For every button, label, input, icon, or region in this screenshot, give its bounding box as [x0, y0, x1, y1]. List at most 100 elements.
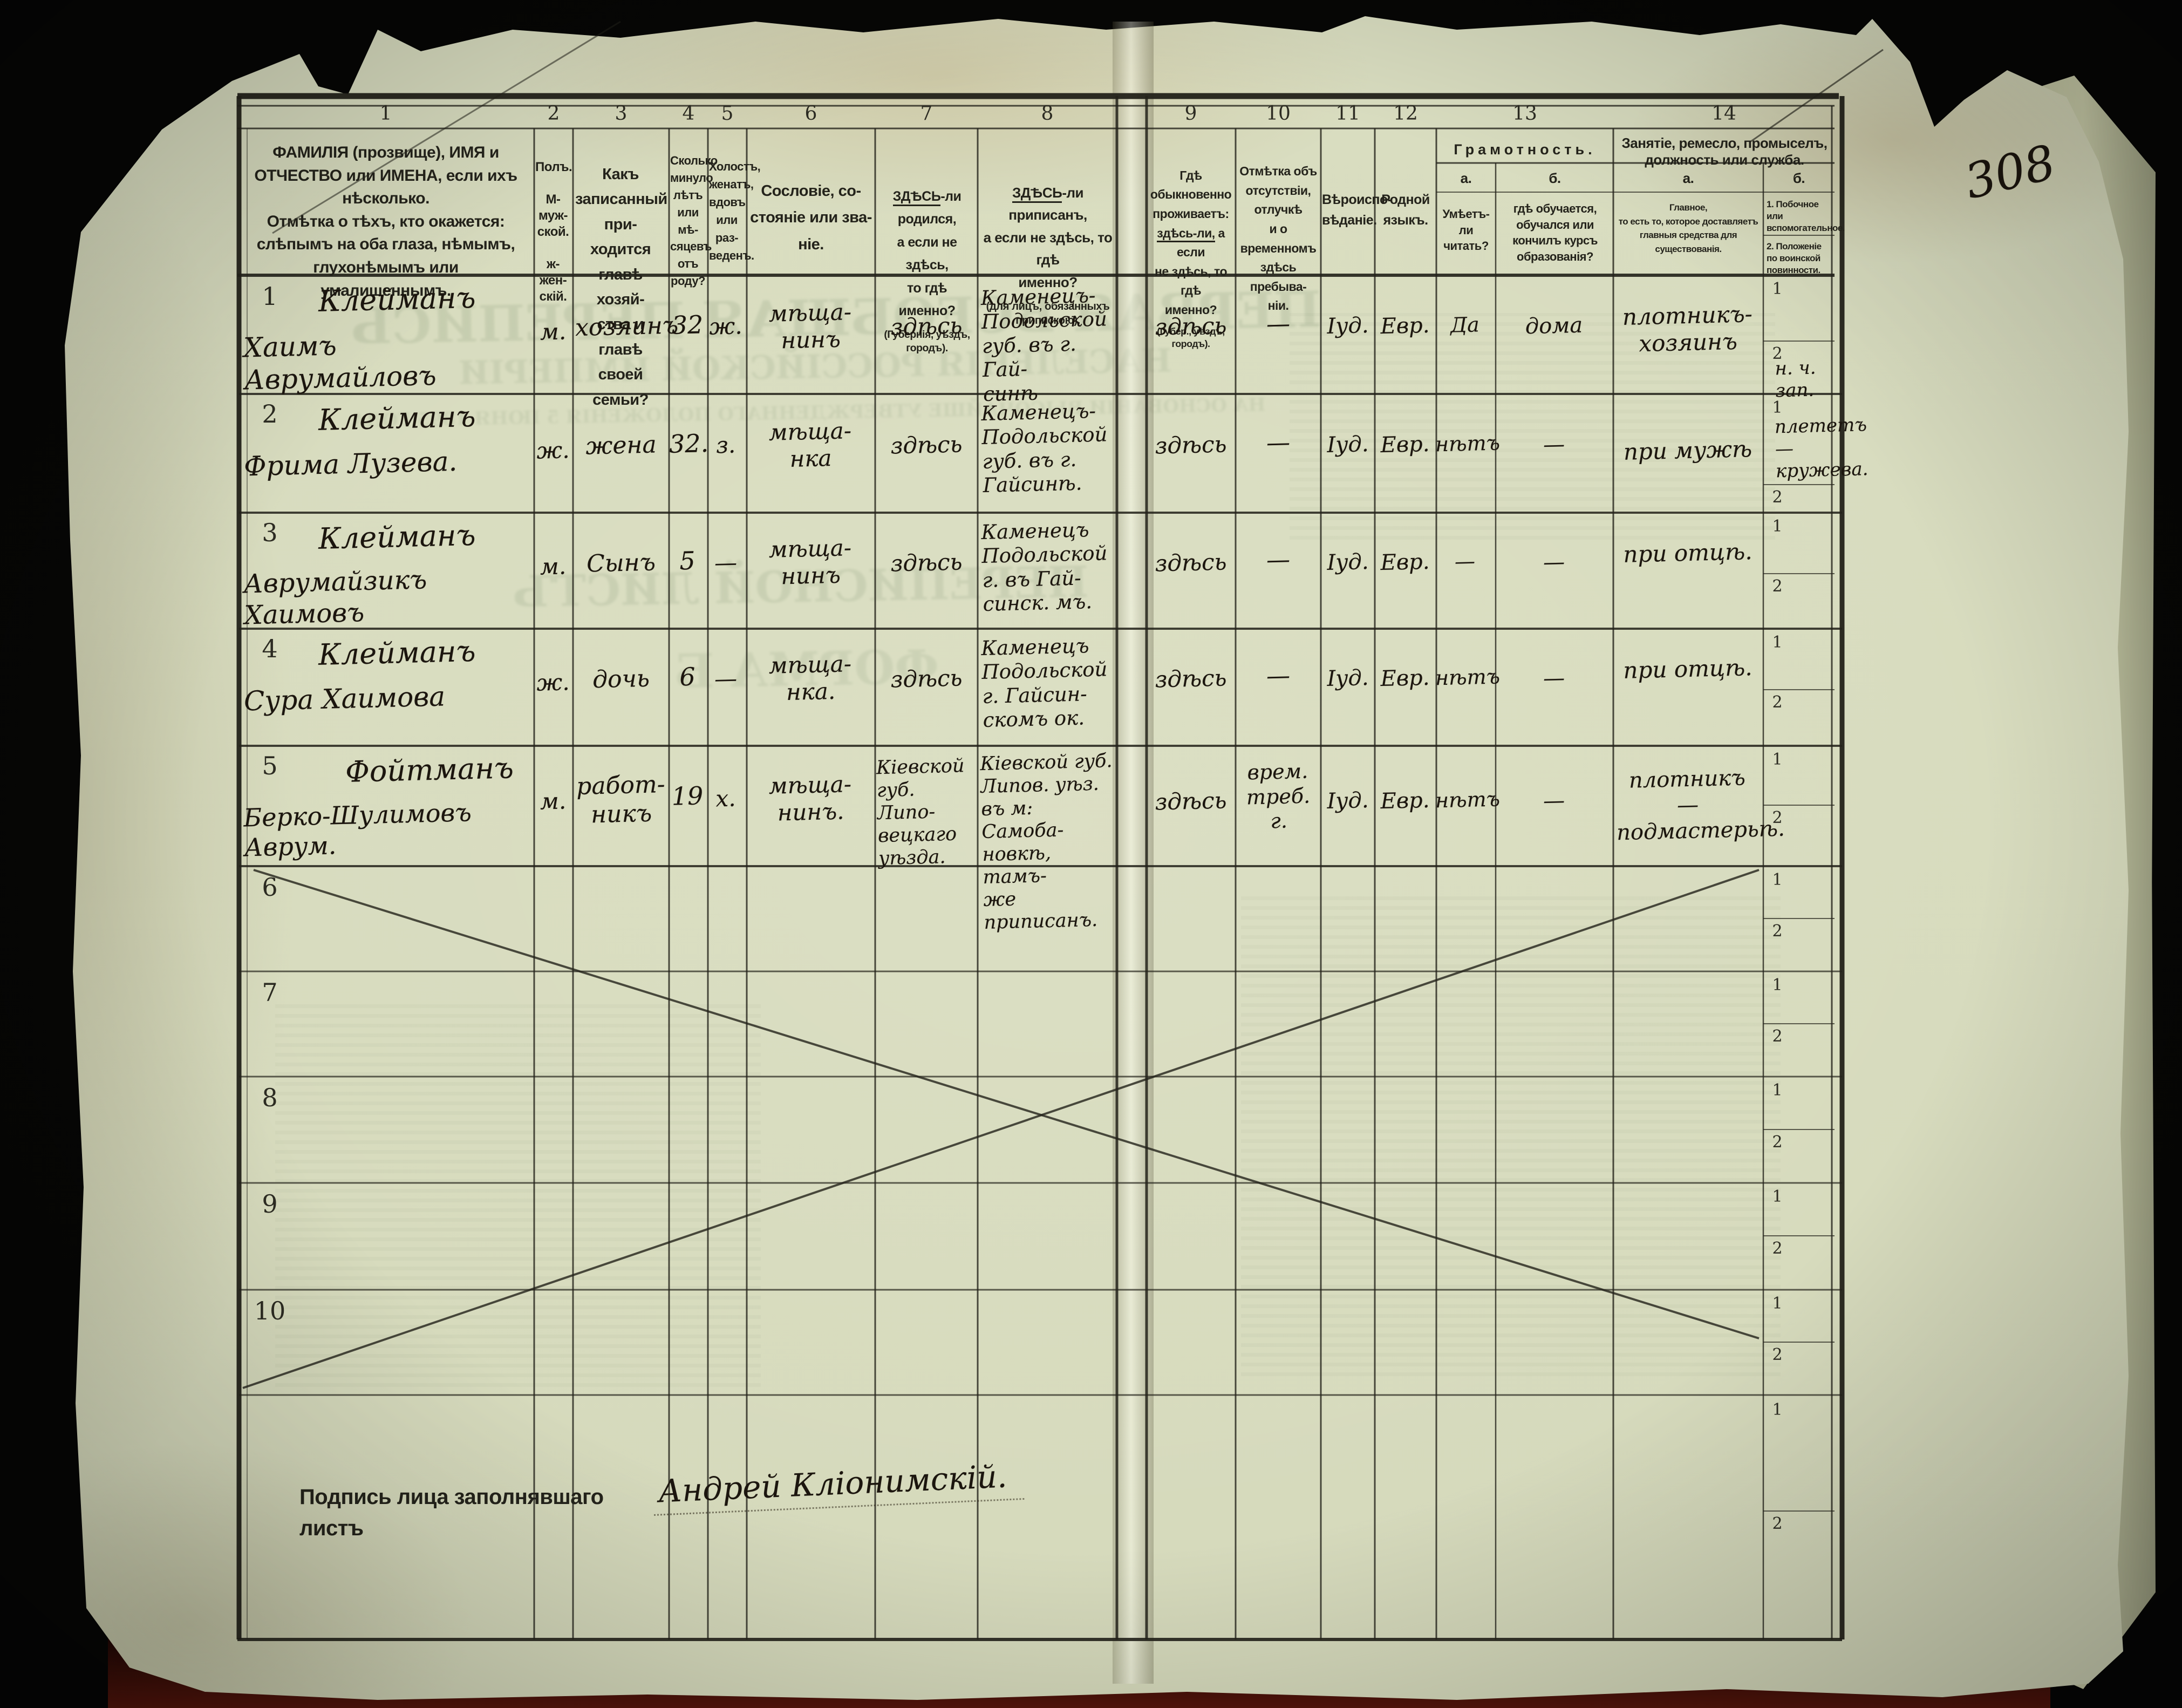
col-number-9: 9 — [1184, 103, 1197, 125]
cell-marital: х. — [715, 785, 737, 812]
underlined-word: ЗДѢСЬ — [892, 188, 941, 206]
cell-absence: — — [1266, 662, 1291, 690]
cell-absence: — — [1266, 310, 1291, 338]
column-header-residence-note: (Губер., уѣздъ, городъ). — [1157, 325, 1225, 350]
column-header-occupation-military: 2. Положеніе по воинской повинности. — [1767, 241, 1822, 276]
row-number: 1 — [262, 282, 278, 311]
cell-language: Евр. — [1380, 312, 1430, 339]
cell-literacy-read: нѣтъ — [1435, 787, 1501, 813]
column-header-birthplace: ЗДѢСЬ-ли родился, а если не здѣсь, то гд… — [878, 162, 976, 378]
sub-mark-2: 2 — [1772, 1345, 1783, 1364]
cell-occupation-main: при мужѣ — [1623, 435, 1753, 465]
cell-language: Евр. — [1380, 431, 1430, 458]
cell-occupation-main: при отцѣ. — [1622, 538, 1753, 568]
column-header-name: ФАМИЛІЯ (прозвище), ИМЯ и ОТЧЕСТВО или И… — [254, 144, 517, 300]
column-header-language: Родной языкъ. — [1381, 192, 1430, 228]
cell-marital: ж. — [708, 312, 743, 340]
ghost-newsprint-block — [275, 998, 761, 1387]
cell-marital: — — [714, 549, 738, 576]
sub-mark-2: 2 — [1772, 577, 1783, 596]
cell-religion: Іуд. — [1326, 313, 1369, 339]
cell-literacy-school: — — [1543, 432, 1565, 458]
column-header-relation: Какъ записанный при- ходится главѣ хозяй… — [575, 166, 667, 409]
row-number: 2 — [262, 399, 278, 428]
column-header-occupation-a-label: а. — [1682, 170, 1694, 186]
cell-age: 5 — [679, 546, 696, 576]
row-number: 9 — [262, 1189, 278, 1219]
column-header-registration: ЗДѢСЬ-ли приписанъ, а если не здѣсь, то … — [981, 159, 1115, 350]
cell-registration: Каменецъ Подольской г. въ Гай- синск. мъ… — [980, 518, 1108, 616]
sub-mark-1: 1 — [1772, 517, 1783, 536]
cell-religion: Іуд. — [1326, 665, 1369, 691]
pen-stroke — [1750, 49, 1884, 142]
cell-language: Евр. — [1380, 787, 1430, 814]
cell-age: 19 — [671, 781, 704, 811]
cell-religion: Іуд. — [1326, 432, 1369, 458]
cell-literacy-read: — — [1454, 549, 1476, 574]
cell-age: 6 — [679, 662, 696, 692]
cell-estate: мѣща- нинъ — [768, 298, 852, 354]
cell-sex: ж. — [536, 669, 570, 696]
column-header-sex: Полъ. М-муж- ской. ж-жен- скій. — [535, 160, 572, 304]
cell-sex: м. — [540, 318, 567, 345]
cell-occupation-military: н. ч. зап. — [1775, 357, 1816, 402]
cell-literacy-school: — — [1543, 788, 1565, 814]
sub-mark-1: 1 — [1772, 1400, 1783, 1419]
pen-stroke — [272, 21, 621, 234]
cell-literacy-school: — — [1543, 665, 1565, 691]
sub-mark-2: 2 — [1772, 922, 1783, 941]
signature-label: Подпись лица заполнявшаго листъ — [299, 1485, 604, 1540]
cell-language: Евр. — [1380, 549, 1430, 576]
col-number-2: 2 — [547, 103, 560, 125]
column-header-absence: Отмѣтка объ отсутствіи, отлучкѣ и о врем… — [1239, 164, 1317, 313]
cell-estate: мѣща- нинъ — [768, 534, 852, 590]
cell-literacy-read: нѣтъ — [1435, 664, 1501, 690]
cell-estate: мѣща- нка. — [768, 650, 852, 706]
col-number-4: 4 — [682, 103, 695, 125]
sub-mark-2: 2 — [1772, 1133, 1783, 1152]
cell-sex: м. — [540, 787, 567, 815]
sub-mark-1: 1 — [1772, 870, 1783, 889]
col-number-12: 12 — [1393, 103, 1418, 125]
column-header-birthplace-note: (Губернія, уѣздъ, городъ). — [884, 328, 970, 354]
column-header-literacy-group: Грамотность. — [1454, 141, 1596, 158]
row-number: 6 — [262, 873, 278, 902]
column-header-residence: Гдѣ обыкновенно проживаетъ: здѣсь-ли, а … — [1148, 147, 1233, 370]
row-number: 4 — [262, 634, 278, 663]
column-header-age: Сколько минуло лѣтъ или мѣ- сяцевъ отъ р… — [670, 154, 718, 288]
col-number-5: 5 — [721, 103, 734, 125]
row-number: 3 — [262, 518, 278, 547]
cell-birthplace: здѣсь — [890, 312, 963, 341]
cell-birthplace: здѣсь — [890, 548, 963, 577]
cell-literacy-school: дома — [1525, 312, 1583, 339]
column-header-occupation-group: Занятіе, ремесло, промыселъ, должность и… — [1621, 135, 1828, 168]
col-number-7: 7 — [920, 103, 933, 125]
cell-sex: м. — [540, 553, 567, 580]
cell-surname: Клейманъ — [318, 518, 476, 556]
cell-relation: хозяинъ — [575, 311, 679, 342]
column-header-literacy-b-label: б. — [1549, 170, 1561, 186]
col-number-3: 3 — [615, 103, 628, 125]
cell-absence: — — [1266, 546, 1291, 574]
cross-out-line — [253, 869, 1760, 1339]
cell-residence: здѣсь — [1154, 664, 1228, 693]
sub-mark-2: 2 — [1772, 1514, 1783, 1533]
cell-residence: здѣсь — [1154, 787, 1228, 815]
col-number-8: 8 — [1041, 103, 1054, 125]
column-header-literacy-school: гдѣ обучается, обучался или кончилъ курс… — [1512, 202, 1598, 264]
row-number: 10 — [254, 1296, 286, 1325]
cell-age: 32 — [671, 310, 704, 340]
cell-registration: Кіевской губ. Липов. уѣз. въ м: Самоба- … — [979, 750, 1113, 934]
sub-mark-1: 1 — [1772, 633, 1783, 652]
sub-mark-2: 2 — [1772, 1027, 1783, 1046]
column-header-marital: Холостъ, женатъ, вдовъ или раз- веденъ. — [709, 160, 761, 262]
cell-relation: Сынъ — [586, 548, 656, 578]
col-number-11: 11 — [1335, 103, 1360, 125]
cell-age: 32. — [669, 428, 709, 459]
cell-residence: здѣсь — [1154, 431, 1228, 459]
cell-absence: врем. треб. г. — [1246, 759, 1311, 833]
cell-surname: Клейманъ — [318, 634, 476, 672]
cell-relation: дочь — [592, 664, 650, 694]
cell-religion: Іуд. — [1326, 788, 1369, 814]
